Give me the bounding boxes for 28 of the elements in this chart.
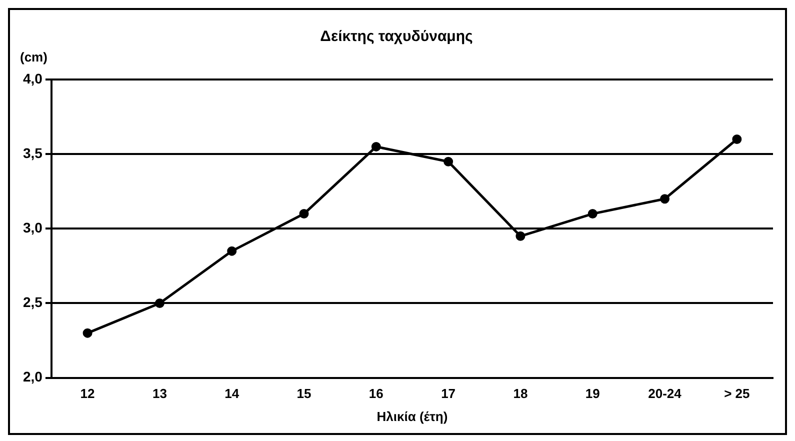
x-tick-label: > 25 [724, 386, 750, 402]
x-tick-label: 12 [80, 386, 95, 402]
point [444, 156, 454, 166]
point [516, 231, 526, 241]
point [371, 142, 381, 152]
y-tick-label: 3,5 [22, 145, 43, 162]
y-tick-label: 2,0 [22, 368, 43, 385]
y-tick-label: 2,5 [22, 294, 43, 310]
point [227, 246, 237, 256]
x-tick-label: 20-24 [648, 386, 682, 402]
x-tick-label: 18 [513, 386, 528, 402]
point [82, 328, 92, 338]
y-tick-label: 4,0 [22, 70, 43, 86]
point [588, 209, 598, 219]
x-axis-title: Ηλικία (έτη) [376, 408, 448, 424]
x-tick-label: 14 [224, 386, 240, 402]
point [299, 209, 309, 219]
x-tick-label: 19 [585, 386, 600, 402]
x-tick-label: 17 [441, 386, 456, 402]
x-tick-label: 15 [296, 386, 312, 402]
point [732, 134, 742, 144]
point [154, 298, 164, 308]
y-axis-title: (cm) [20, 49, 48, 64]
x-tick-label: 13 [152, 386, 167, 402]
y-tick-label: 3,0 [22, 220, 43, 236]
point [660, 194, 670, 204]
x-tick-label: 16 [368, 386, 384, 402]
chart-title: Δείκτης ταχυδύναμης [320, 28, 474, 46]
